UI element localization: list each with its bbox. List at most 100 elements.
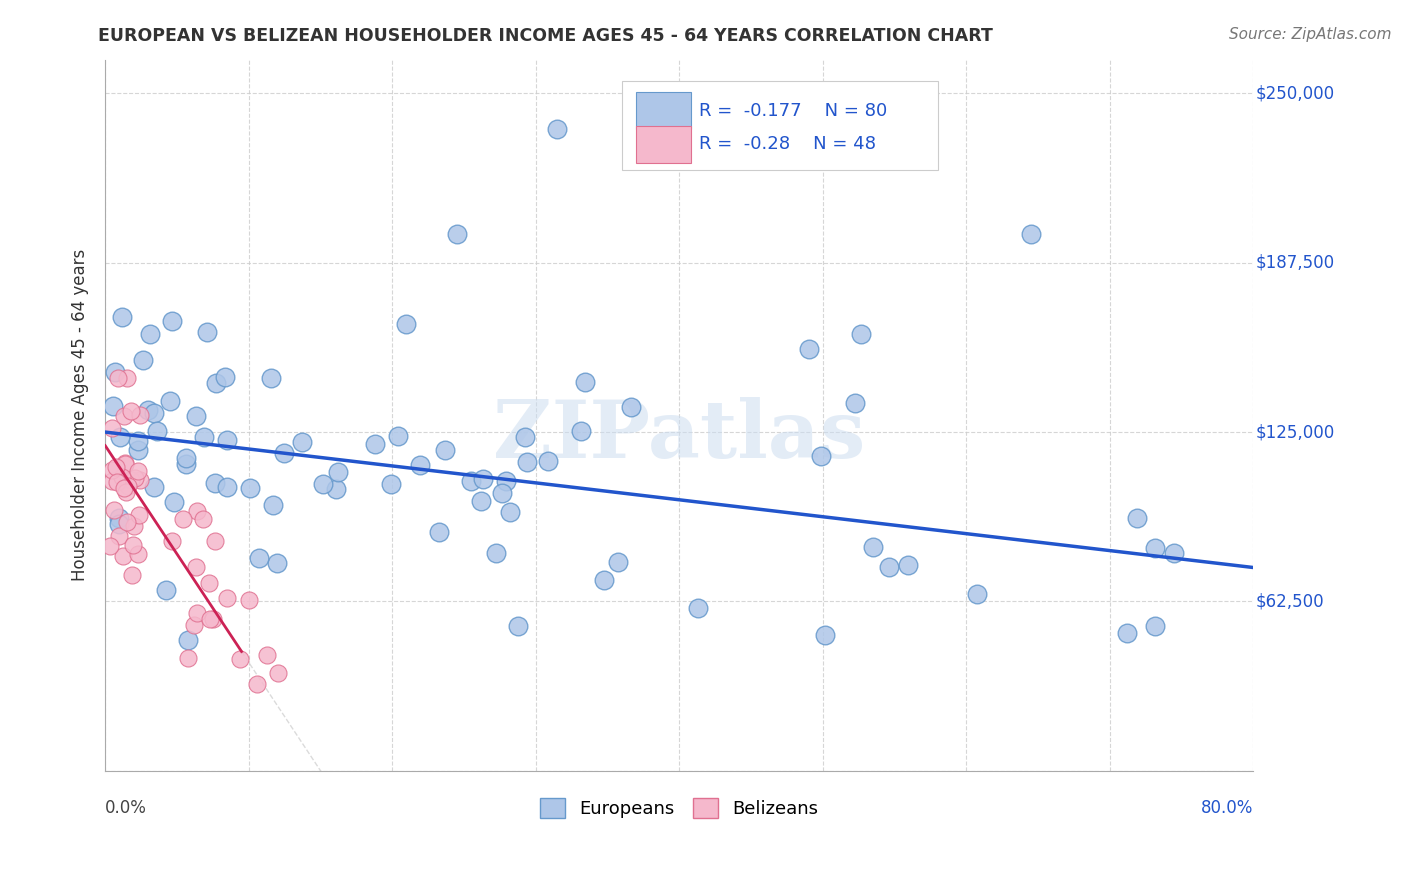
- Point: [446, 227, 468, 242]
- Text: Source: ZipAtlas.com: Source: ZipAtlas.com: [1229, 27, 1392, 42]
- Point: [104, 365, 127, 379]
- Point: [205, 376, 228, 390]
- Text: $62,500: $62,500: [1256, 592, 1324, 610]
- Point: [120, 404, 142, 418]
- Point: [1163, 546, 1185, 560]
- Text: EUROPEAN VS BELIZEAN HOUSEHOLDER INCOME AGES 45 - 64 YEARS CORRELATION CHART: EUROPEAN VS BELIZEAN HOUSEHOLDER INCOME …: [98, 27, 993, 45]
- Point: [122, 538, 145, 552]
- Point: [160, 314, 183, 328]
- Point: [122, 519, 145, 533]
- Point: [110, 469, 132, 483]
- Point: [184, 409, 207, 423]
- Point: [239, 482, 262, 496]
- Point: [108, 517, 131, 532]
- Point: [127, 434, 149, 449]
- Point: [127, 547, 149, 561]
- Point: [569, 424, 592, 438]
- Point: [395, 318, 418, 332]
- Point: [620, 401, 643, 415]
- Point: [120, 473, 142, 487]
- Text: ZIPatlas: ZIPatlas: [494, 398, 866, 475]
- Point: [427, 525, 450, 540]
- Point: [124, 471, 146, 485]
- Point: [862, 540, 884, 554]
- Point: [204, 476, 226, 491]
- Point: [200, 612, 222, 626]
- Point: [193, 430, 215, 444]
- Point: [145, 424, 167, 438]
- Point: [110, 429, 132, 443]
- FancyBboxPatch shape: [636, 92, 690, 129]
- Point: [105, 475, 128, 489]
- Point: [108, 510, 131, 524]
- Text: $125,000: $125,000: [1256, 423, 1334, 441]
- Point: [593, 573, 616, 587]
- Point: [1116, 626, 1139, 640]
- Point: [183, 618, 205, 632]
- Point: [101, 421, 124, 435]
- Point: [849, 327, 872, 342]
- Point: [107, 371, 129, 385]
- Point: [112, 409, 135, 423]
- Point: [186, 606, 208, 620]
- Point: [574, 376, 596, 390]
- Point: [460, 474, 482, 488]
- Point: [193, 512, 215, 526]
- Point: [508, 619, 530, 633]
- Point: [1125, 511, 1147, 525]
- Point: [127, 443, 149, 458]
- Point: [312, 476, 335, 491]
- Point: [877, 560, 900, 574]
- Point: [195, 325, 218, 339]
- Text: $250,000: $250,000: [1256, 85, 1334, 103]
- Text: 0.0%: 0.0%: [105, 799, 148, 817]
- Point: [105, 459, 128, 474]
- Text: R =  -0.28    N = 48: R = -0.28 N = 48: [699, 136, 876, 153]
- Point: [112, 481, 135, 495]
- Point: [513, 430, 536, 444]
- Point: [897, 558, 920, 572]
- Point: [186, 560, 208, 574]
- Point: [380, 476, 402, 491]
- Point: [103, 502, 125, 516]
- Point: [215, 480, 238, 494]
- Point: [115, 515, 138, 529]
- Point: [110, 310, 132, 325]
- Point: [686, 601, 709, 615]
- Point: [409, 458, 432, 472]
- Point: [186, 504, 208, 518]
- Point: [174, 457, 197, 471]
- FancyBboxPatch shape: [621, 81, 938, 169]
- FancyBboxPatch shape: [636, 126, 690, 162]
- Point: [112, 549, 135, 564]
- Point: [434, 442, 457, 457]
- Point: [98, 539, 121, 553]
- Point: [387, 429, 409, 443]
- Point: [266, 557, 288, 571]
- Point: [128, 508, 150, 522]
- Point: [472, 472, 495, 486]
- Point: [810, 450, 832, 464]
- Point: [364, 437, 387, 451]
- Point: [1019, 227, 1042, 242]
- Point: [163, 494, 186, 508]
- Point: [966, 587, 988, 601]
- Point: [273, 446, 295, 460]
- Point: [491, 486, 513, 500]
- Point: [256, 648, 278, 662]
- Point: [127, 464, 149, 478]
- Point: [129, 473, 152, 487]
- Point: [495, 475, 517, 489]
- Point: [103, 399, 125, 413]
- Point: [143, 480, 166, 494]
- Point: [246, 677, 269, 691]
- Point: [107, 529, 129, 543]
- Point: [143, 406, 166, 420]
- Point: [470, 494, 492, 508]
- Point: [115, 371, 138, 385]
- Point: [247, 550, 270, 565]
- Point: [128, 408, 150, 422]
- Point: [516, 455, 538, 469]
- Point: [121, 567, 143, 582]
- Point: [485, 546, 508, 560]
